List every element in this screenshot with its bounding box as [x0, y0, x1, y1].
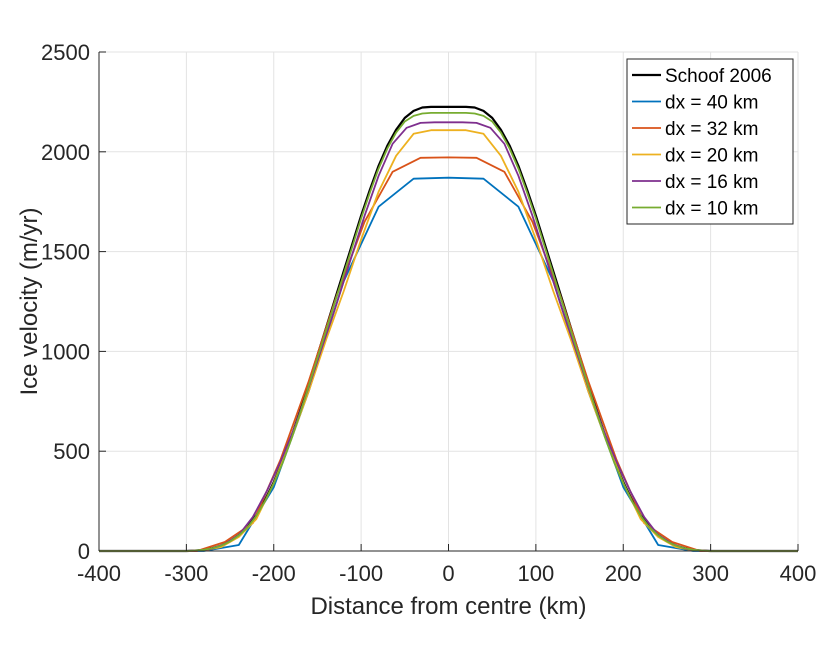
- series-layer: [99, 105, 798, 553]
- tick-labels: -400 -300 -200 -100 0 100 200 300 400 0 500 1000 150…: [41, 40, 816, 586]
- axes: [98, 51, 799, 552]
- x-tick-label: -100: [339, 561, 383, 586]
- x-tick-label: -400: [77, 561, 121, 586]
- legend-label: dx = 32 km: [665, 119, 758, 140]
- x-tick-label: 100: [518, 561, 555, 586]
- y-tick-label: 2500: [41, 40, 90, 65]
- y-tick-label: 1000: [41, 339, 90, 364]
- legend-label: dx = 40 km: [665, 93, 758, 114]
- legend-label: dx = 10 km: [665, 199, 758, 220]
- legend: Schoof 2006 dx = 40 km dx = 32 km dx = 20 k…: [626, 58, 794, 225]
- y-tick-label: 500: [53, 439, 90, 464]
- series-line-5: [99, 112, 798, 552]
- x-tick-label: 0: [442, 561, 454, 586]
- legend-label: dx = 16 km: [665, 172, 758, 193]
- x-axis-label: Distance from centre (km): [310, 593, 586, 620]
- y-axis-label: Ice velocity (m/yr): [16, 207, 43, 395]
- legend-label: dx = 20 km: [665, 146, 758, 167]
- legend-box: [626, 58, 794, 225]
- y-tick-label: 0: [78, 539, 90, 564]
- series-line-4: [99, 121, 798, 552]
- y-tick-label: 1500: [41, 240, 90, 265]
- legend-label: Schoof 2006: [665, 66, 772, 87]
- series-line-2: [99, 156, 798, 552]
- x-tick-label: -200: [252, 561, 296, 586]
- x-tick-label: 400: [780, 561, 817, 586]
- x-tick-label: 300: [692, 561, 729, 586]
- x-tick-label: 200: [605, 561, 642, 586]
- x-tick-label: -300: [164, 561, 208, 586]
- y-tick-label: 2000: [41, 140, 90, 165]
